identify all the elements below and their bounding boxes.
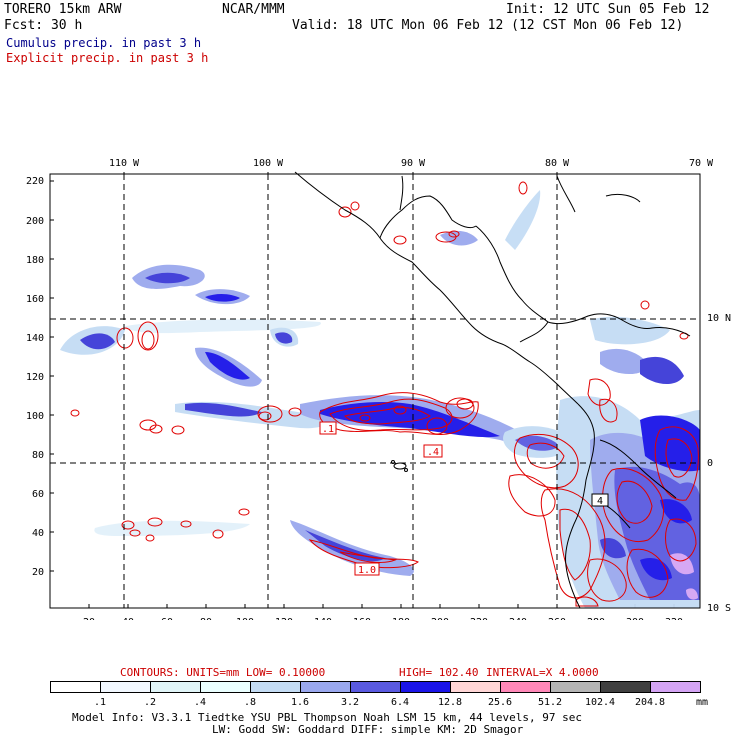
colorbar-swatch [500, 681, 551, 693]
colorbar-level-label: .4 [193, 697, 207, 708]
colorbar-level-label: 25.6 [487, 697, 513, 708]
x-tick-240: 240 [509, 617, 527, 620]
colorbar-swatch [350, 681, 401, 693]
contour-label: .4 [427, 447, 439, 458]
colorbar-swatch [100, 681, 151, 693]
map-frame [49, 173, 701, 609]
lon-label-70w: 70 W [689, 158, 714, 169]
x-tick-60: 60 [161, 617, 173, 620]
colorbar-level-label: .1 [93, 697, 107, 708]
colorbar-level-label: 204.8 [634, 697, 666, 708]
explicit-legend: Explicit precip. in past 3 h [6, 51, 209, 65]
cumulus-legend: Cumulus precip. in past 3 h [6, 36, 202, 50]
x-tick-140: 140 [314, 617, 332, 620]
y-tick-20: 20 [32, 567, 44, 578]
model-title: TORERO 15km ARW [4, 2, 122, 17]
x-tick-80: 80 [200, 617, 212, 620]
model-info: Model Info: V3.3.1 Tiedtke YSU PBL Thomp… [72, 711, 582, 724]
y-tick-180: 180 [26, 255, 44, 266]
colorbar-swatch [650, 681, 701, 693]
colorbar-level-label: 3.2 [340, 697, 360, 708]
colorbar-level-label: 12.8 [437, 697, 463, 708]
colorbar-swatch [600, 681, 651, 693]
init-time: Init: 12 UTC Sun 05 Feb 12 [506, 2, 710, 17]
lat-label-10n: 10 N [707, 313, 731, 324]
y-tick-120: 120 [26, 372, 44, 383]
org-label: NCAR/MMM [222, 2, 285, 17]
colorbar-level-label: .2 [143, 697, 157, 708]
colorbar-level-label: 1.6 [290, 697, 310, 708]
colorbar-swatch [450, 681, 501, 693]
x-tick-320: 320 [665, 617, 683, 620]
colorbar-swatch [400, 681, 451, 693]
x-tick-100: 100 [236, 617, 254, 620]
valid-time: Valid: 18 UTC Mon 06 Feb 12 (12 CST Mon … [292, 18, 684, 33]
x-tick-280: 280 [587, 617, 605, 620]
y-tick-200: 200 [26, 216, 44, 227]
forecast-hour: Fcst: 30 h [4, 18, 83, 33]
contour-interval: INTERVAL=X 4.0000 [486, 666, 599, 679]
colorbar-swatch [200, 681, 251, 693]
colorbar-swatch [50, 681, 101, 693]
x-tick-120: 120 [275, 617, 293, 620]
y-tick-220: 220 [26, 176, 44, 187]
x-tick-220: 220 [470, 617, 488, 620]
lon-label-100w: 100 W [253, 158, 284, 169]
lon-label-90w: 90 W [401, 158, 426, 169]
y-tick-40: 40 [32, 528, 44, 539]
x-tick-260: 260 [548, 617, 566, 620]
y-tick-80: 80 [32, 450, 44, 461]
colorbar-swatch [250, 681, 301, 693]
contour-label: 4 [597, 496, 603, 507]
x-tick-200: 200 [431, 617, 449, 620]
y-tick-60: 60 [32, 489, 44, 500]
contour-label: 1.0 [358, 565, 376, 576]
colorbar-level-label: .8 [243, 697, 257, 708]
x-tick-20: 20 [83, 617, 95, 620]
contour-labels: .1 .4 1.0 4 [319, 421, 609, 576]
colorbar-level-label: 102.4 [584, 697, 616, 708]
colorbar-units: mm [696, 697, 709, 708]
colorbar-level-label: 51.2 [537, 697, 563, 708]
y-tick-140: 140 [26, 333, 44, 344]
model-physics: LW: Godd SW: Goddard DIFF: simple KM: 2D… [212, 723, 524, 736]
lon-label-110w: 110 W [109, 158, 140, 169]
colorbar-swatch [300, 681, 351, 693]
lat-label-10s: 10 S [707, 603, 731, 614]
contour-high: HIGH= 102.40 [399, 666, 479, 679]
y-tick-100: 100 [26, 411, 44, 422]
explicit-precip-contours [70, 181, 699, 607]
colorbar-swatch [150, 681, 201, 693]
x-tick-180: 180 [392, 617, 410, 620]
x-tick-300: 300 [626, 617, 644, 620]
coastlines [294, 171, 691, 609]
x-tick-160: 160 [353, 617, 371, 620]
contour-label: .1 [322, 424, 334, 435]
y-tick-160: 160 [26, 294, 44, 305]
colorbar-swatch [550, 681, 601, 693]
contour-info: CONTOURS: UNITS=mm LOW= 0.10000 [120, 666, 326, 679]
x-tick-40: 40 [122, 617, 134, 620]
lat-label-0: 0 [707, 458, 713, 469]
latlon-grid [50, 174, 700, 608]
colorbar-level-label: 6.4 [390, 697, 410, 708]
lon-label-80w: 80 W [545, 158, 570, 169]
precip-map: 110 W 100 W 90 W 80 W 70 W 220 200 180 1… [26, 158, 731, 620]
